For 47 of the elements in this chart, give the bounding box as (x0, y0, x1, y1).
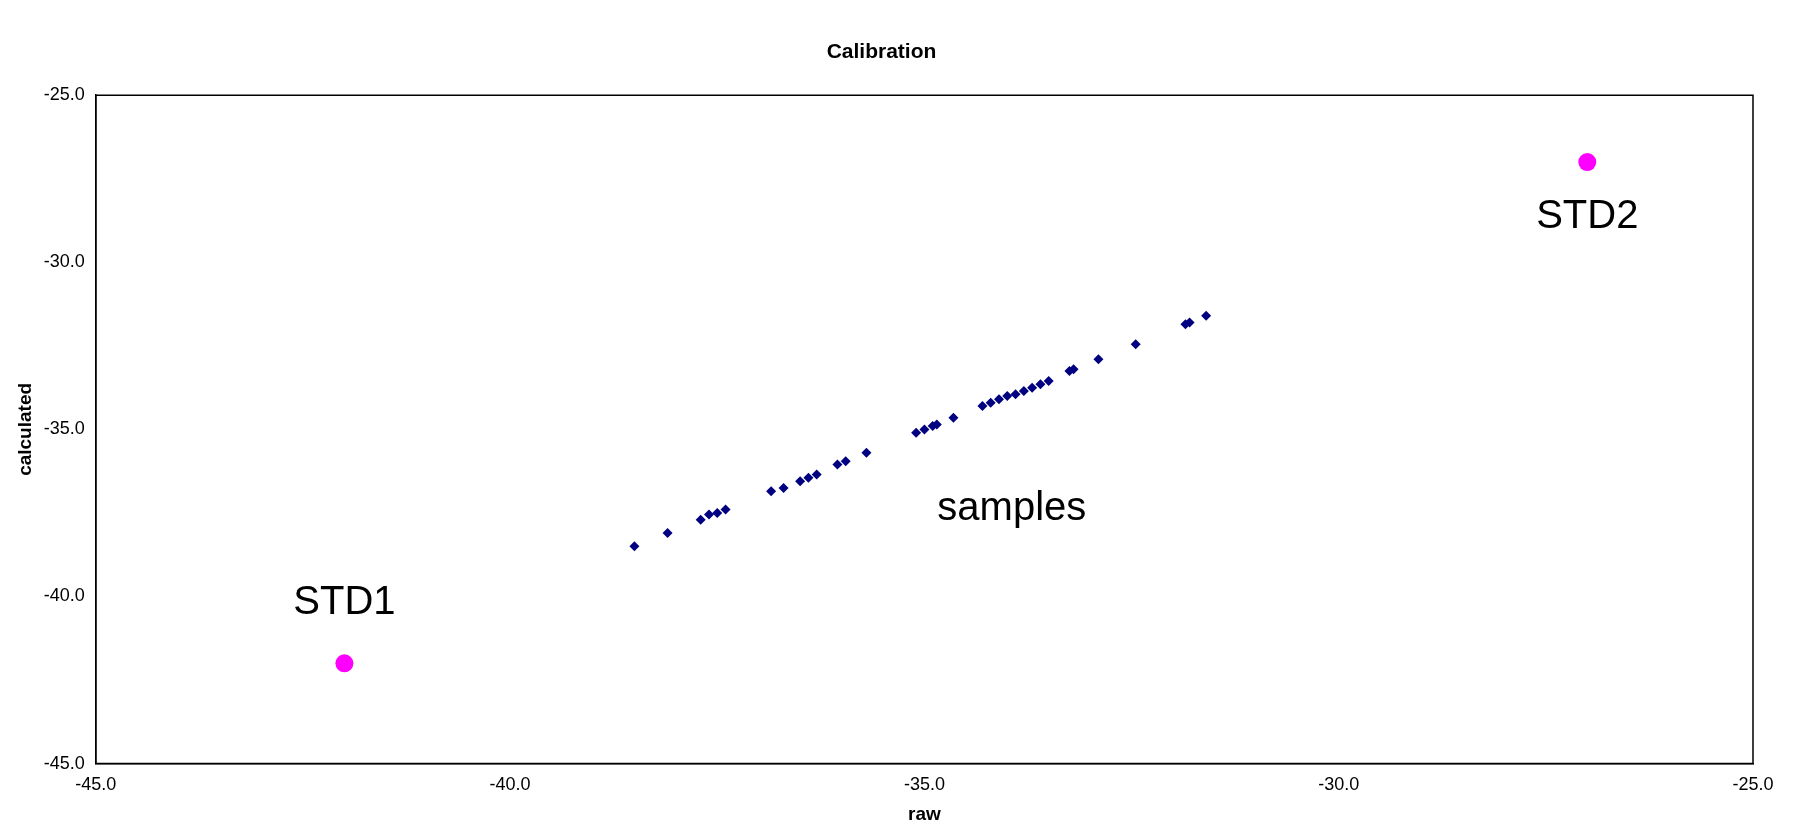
point (911, 427, 922, 438)
point (1578, 153, 1597, 172)
x-tick-label: -40.0 (489, 774, 531, 795)
point (1027, 382, 1038, 393)
series-label: STD2 (1536, 192, 1639, 237)
point (840, 456, 851, 467)
y-tick-label: -30.0 (43, 251, 85, 272)
y-tick-label: -45.0 (43, 752, 85, 773)
point (1043, 375, 1054, 386)
point (1130, 339, 1141, 350)
point (832, 459, 843, 470)
point (1010, 389, 1021, 400)
point (919, 424, 930, 435)
point (778, 482, 789, 493)
point (977, 401, 988, 412)
series-label: samples (937, 484, 1087, 529)
point (703, 509, 714, 520)
point (335, 654, 354, 673)
point (766, 486, 777, 497)
x-axis-title: raw (908, 802, 941, 824)
point (1093, 354, 1104, 365)
x-tick-label: -30.0 (1318, 774, 1360, 795)
point (720, 504, 731, 515)
point (695, 514, 706, 525)
y-tick-label: -25.0 (43, 84, 85, 105)
point (1035, 379, 1046, 390)
series-label: STD1 (293, 578, 396, 623)
point (811, 469, 822, 480)
x-tick-label: -45.0 (75, 774, 117, 795)
chart-title: Calibration (826, 39, 937, 63)
x-tick-label: -25.0 (1732, 774, 1774, 795)
point (712, 507, 723, 518)
point (803, 472, 814, 483)
point (795, 476, 806, 487)
y-tick-label: -35.0 (43, 418, 85, 439)
point (662, 528, 673, 538)
point (629, 541, 640, 552)
x-tick-label: -35.0 (903, 774, 945, 795)
point (1002, 390, 1013, 401)
point (985, 397, 996, 408)
point (1201, 310, 1212, 321)
y-axis-title: calculated (13, 382, 35, 476)
point (993, 394, 1004, 405)
point (948, 412, 959, 423)
y-tick-label: -40.0 (43, 585, 85, 606)
point (861, 447, 872, 458)
point (1018, 385, 1029, 396)
